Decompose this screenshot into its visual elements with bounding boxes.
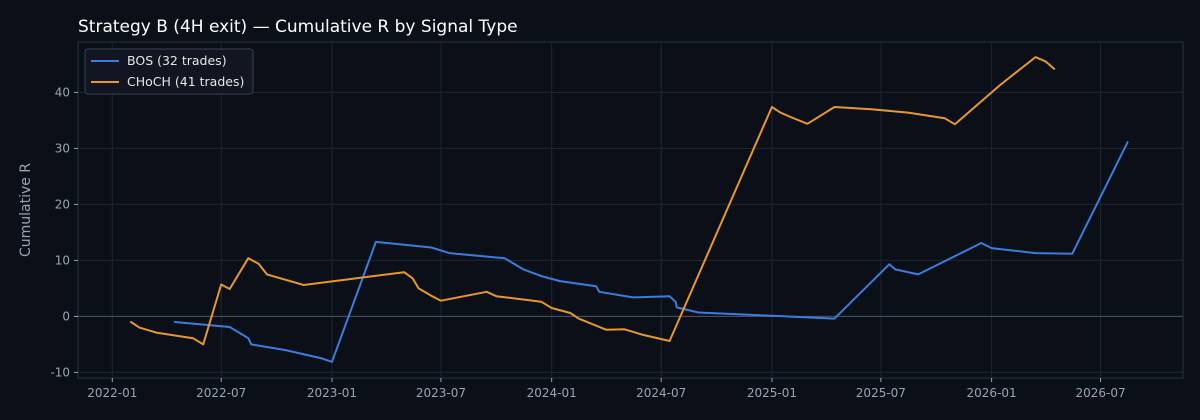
series-line-bos (173, 141, 1129, 363)
legend: BOS (32 trades) CHoCH (41 trades) (84, 48, 254, 95)
x-tick-label: 2023-01 (307, 386, 357, 400)
y-tick-label: 30 (55, 141, 70, 155)
plot-frame (77, 41, 1184, 379)
y-tick-label: 0 (62, 309, 70, 323)
y-tick-label: 20 (55, 197, 70, 211)
series-layer (130, 56, 1129, 363)
x-tick-label: 2025-01 (747, 386, 797, 400)
x-tick-label: 2026-01 (967, 386, 1017, 400)
series-line-choch (130, 56, 1056, 346)
y-axis-label: Cumulative R (18, 163, 34, 257)
y-tick-label: -10 (50, 365, 70, 379)
x-tick-label: 2023-07 (416, 386, 466, 400)
x-tick-label: 2026-07 (1075, 386, 1125, 400)
chart-title: Strategy B (4H exit) — Cumulative R by S… (78, 17, 518, 37)
x-tick-label: 2022-07 (196, 386, 246, 400)
y-tick-label: 40 (55, 85, 70, 99)
x-tick-label: 2025-07 (856, 386, 906, 400)
legend-box (84, 48, 254, 95)
legend-label: CHoCH (41 trades) (127, 74, 244, 89)
x-tick-label: 2022-01 (87, 386, 137, 400)
axis-ticks: 2022-01 2022-07 2023-01 2023-07 2024-01 2024-… (50, 85, 1125, 400)
y-tick-label: 10 (55, 253, 70, 267)
legend-label: BOS (32 trades) (127, 53, 227, 68)
grid (78, 42, 1183, 378)
x-tick-label: 2024-01 (527, 386, 577, 400)
x-tick-label: 2024-07 (636, 386, 686, 400)
